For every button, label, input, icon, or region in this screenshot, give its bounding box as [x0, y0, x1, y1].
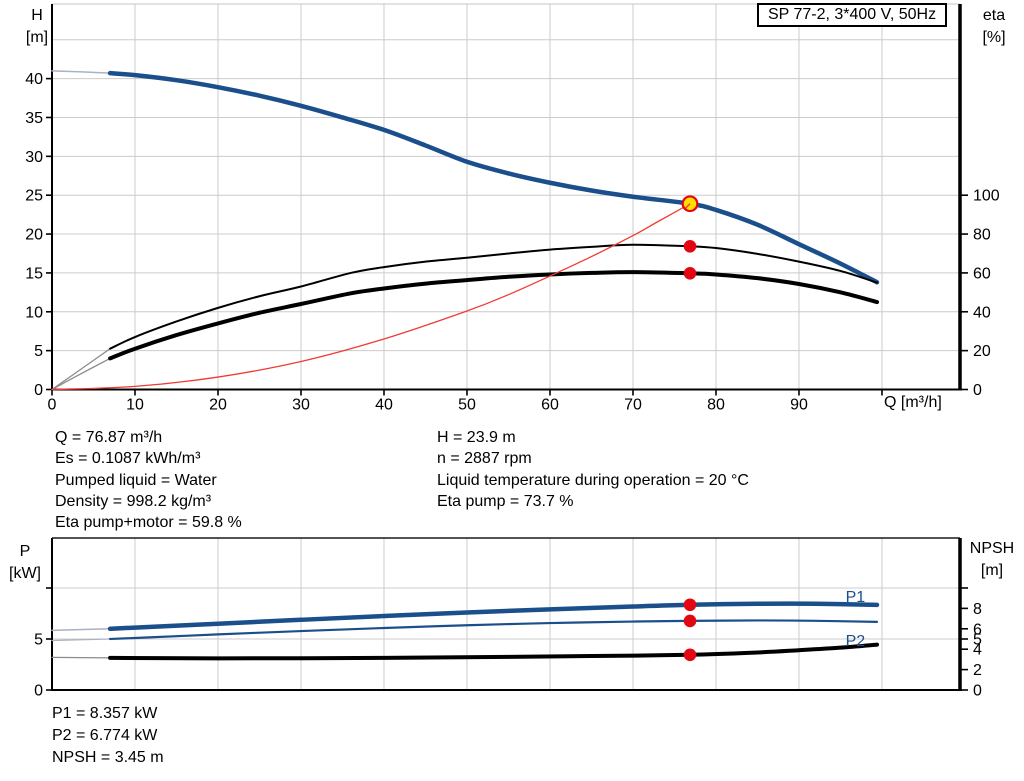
eta-axis-label-symbol: eta: [982, 7, 1006, 24]
h-axis-label: H [m]: [14, 5, 60, 49]
p2-curve-lead: [51, 638, 111, 642]
p-axis-label: P [kW]: [2, 541, 48, 585]
series-label-p1: P1: [846, 589, 866, 606]
h-axis-label-symbol: H: [31, 7, 43, 24]
npsh-axis-label: NPSH [m]: [962, 538, 1022, 582]
svg-text:0: 0: [48, 397, 57, 414]
duty-stats-left: Q = 76.87 m³/h Es = 0.1087 kWh/m³ Pumped…: [55, 427, 242, 533]
hq-efficiency-chart: 0 10 20 30 40 50 60 70 80 90 0 5 10 15 20 25 30 35 40 0 20 40…: [25, 3, 1000, 414]
svg-text:40: 40: [375, 397, 393, 414]
q-axis-label: Q [m³/h]: [884, 394, 942, 411]
svg-text:6: 6: [973, 621, 982, 638]
series-label-p2: P2: [846, 633, 866, 650]
eta-axis-label: eta [%]: [968, 5, 1020, 49]
svg-text:5: 5: [973, 631, 982, 648]
svg-text:0: 0: [34, 683, 43, 700]
npsh-axis-label-symbol: NPSH: [969, 540, 1015, 557]
svg-text:5: 5: [34, 631, 43, 648]
p-axis-label-symbol: P: [19, 543, 31, 560]
npsh-curve: [108, 642, 879, 661]
npsh-duty-dot: [683, 648, 697, 662]
npsh-curve-lead: [51, 656, 111, 659]
svg-text:50: 50: [458, 397, 476, 414]
p2-curve: [108, 619, 879, 641]
svg-text:2: 2: [973, 662, 982, 679]
svg-text:20: 20: [209, 397, 227, 414]
svg-text:80: 80: [707, 397, 725, 414]
svg-text:15: 15: [25, 265, 43, 282]
svg-text:10: 10: [25, 304, 43, 321]
stat-pumped-liquid: Pumped liquid = Water: [55, 471, 217, 489]
svg-text:8: 8: [973, 601, 982, 618]
system-curve: [51, 203, 691, 391]
p1-duty-dot: [683, 598, 697, 612]
svg-text:80: 80: [973, 227, 991, 244]
stat-es: Es = 0.1087 kWh/m³: [55, 450, 201, 468]
stat-p1: P1 = 8.357 kW: [52, 705, 158, 722]
pump-model-box: SP 77-2, 3*400 V, 50Hz: [757, 3, 947, 27]
svg-text:0: 0: [973, 683, 982, 700]
stat-liquid-temperature: Liquid temperature during operation = 20…: [437, 471, 749, 489]
svg-text:0: 0: [34, 382, 43, 399]
p2-duty-dot: [683, 614, 697, 628]
svg-text:35: 35: [25, 110, 43, 127]
svg-text:100: 100: [973, 188, 1000, 205]
p1-curve: [107, 601, 880, 632]
eta-pump-motor-curve: [108, 270, 879, 361]
head-curve: [107, 70, 880, 285]
eta-pump-motor-duty-dot: [683, 267, 697, 280]
stat-h: H = 23.9 m: [437, 429, 516, 446]
svg-text:20: 20: [25, 227, 43, 244]
svg-text:60: 60: [973, 265, 991, 282]
eta-pump-curve-lead: [51, 348, 111, 391]
svg-text:90: 90: [790, 397, 808, 414]
svg-text:30: 30: [25, 149, 43, 166]
h-axis-label-unit: [m]: [25, 29, 49, 46]
svg-text:70: 70: [624, 397, 642, 414]
svg-text:4: 4: [973, 642, 982, 659]
stat-q: Q = 76.87 m³/h: [55, 429, 163, 446]
stat-eta-pump: Eta pump = 73.7 %: [437, 492, 574, 510]
p1-curve-lead: [51, 628, 111, 632]
svg-text:25: 25: [25, 188, 43, 205]
npsh-axis-label-unit: [m]: [980, 562, 1004, 579]
svg-text:20: 20: [973, 343, 991, 360]
stat-density: Density = 998.2 kg/m³: [55, 492, 212, 510]
stat-n: n = 2887 rpm: [437, 450, 532, 468]
eta-pump-duty-dot: [683, 239, 697, 253]
svg-text:10: 10: [126, 397, 144, 414]
head-curve-lead: [51, 70, 111, 74]
svg-text:40: 40: [25, 71, 43, 88]
stat-npsh: NPSH = 3.45 m: [52, 749, 164, 766]
p-axis-label-unit: [kW]: [9, 565, 41, 582]
eta-pump-motor-curve-lead: [51, 357, 111, 391]
eta-axis-label-unit: [%]: [982, 29, 1006, 46]
duty-stats-right: H = 23.9 m n = 2887 rpm Liquid temperatu…: [437, 427, 749, 512]
power-stats: P1 = 8.357 kW P2 = 6.774 kW NPSH = 3.45 …: [52, 703, 164, 769]
eta-pump-curve: [109, 243, 878, 350]
svg-text:60: 60: [541, 397, 559, 414]
svg-text:40: 40: [973, 304, 991, 321]
stat-p2: P2 = 6.774 kW: [52, 727, 158, 744]
svg-text:5: 5: [34, 343, 43, 360]
svg-text:0: 0: [973, 382, 982, 399]
stat-eta-pump-motor: Eta pump+motor = 59.8 %: [55, 514, 242, 532]
svg-text:30: 30: [292, 397, 310, 414]
